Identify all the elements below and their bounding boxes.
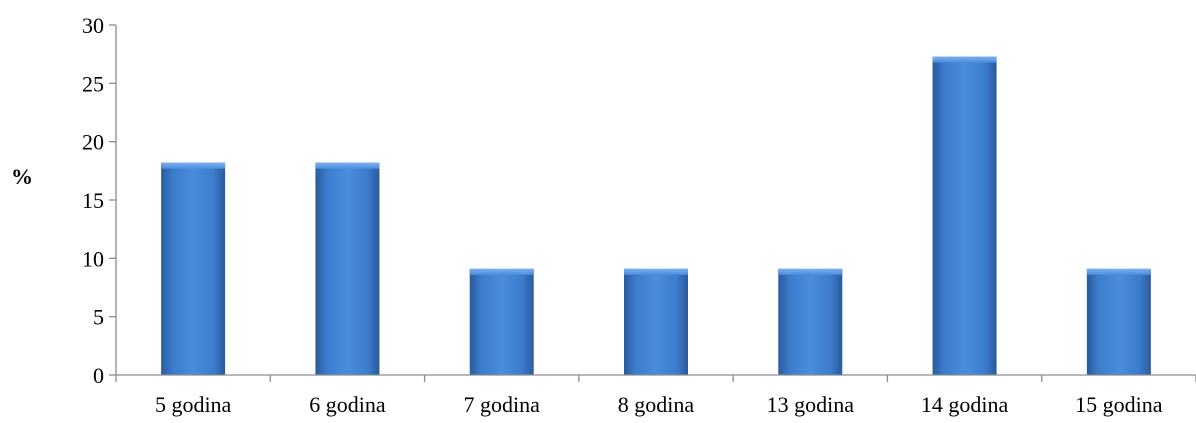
bar <box>469 268 534 375</box>
x-category-label: 15 godina <box>1075 392 1163 417</box>
x-category-label: 14 godina <box>921 392 1009 417</box>
bar <box>624 268 688 375</box>
y-tick-label: 15 <box>82 188 104 213</box>
x-category-label: 5 godina <box>155 392 232 417</box>
y-axis-ticks: 0 5 10 15 20 25 30 <box>82 13 116 388</box>
bar <box>778 268 843 375</box>
y-tick-label: 20 <box>82 130 104 155</box>
y-tick-label: 0 <box>93 363 104 388</box>
y-tick-label: 30 <box>82 13 104 38</box>
x-category-label: 6 godina <box>309 392 386 417</box>
y-axis-title: % <box>11 164 33 189</box>
y-tick-label: 10 <box>82 246 104 271</box>
bars-group <box>161 56 1151 375</box>
bar <box>161 162 226 375</box>
bar-highlight <box>778 268 843 275</box>
bar <box>315 162 380 375</box>
bar <box>932 56 997 375</box>
bar-highlight <box>469 268 534 275</box>
bar-highlight <box>315 162 380 169</box>
bar-highlight <box>624 268 688 275</box>
x-axis-ticks: 5 godina 6 godina 7 godina 8 godina 13 godin… <box>115 375 1196 417</box>
bar <box>1086 268 1151 375</box>
bar-highlight <box>932 56 997 63</box>
x-category-label: 13 godina <box>767 392 855 417</box>
y-tick-label: 5 <box>93 305 104 330</box>
x-category-label: 8 godina <box>618 392 695 417</box>
bar-highlight <box>1086 268 1151 275</box>
bar-highlight <box>161 162 226 169</box>
x-category-label: 7 godina <box>464 392 541 417</box>
y-tick-label: 25 <box>82 71 104 96</box>
